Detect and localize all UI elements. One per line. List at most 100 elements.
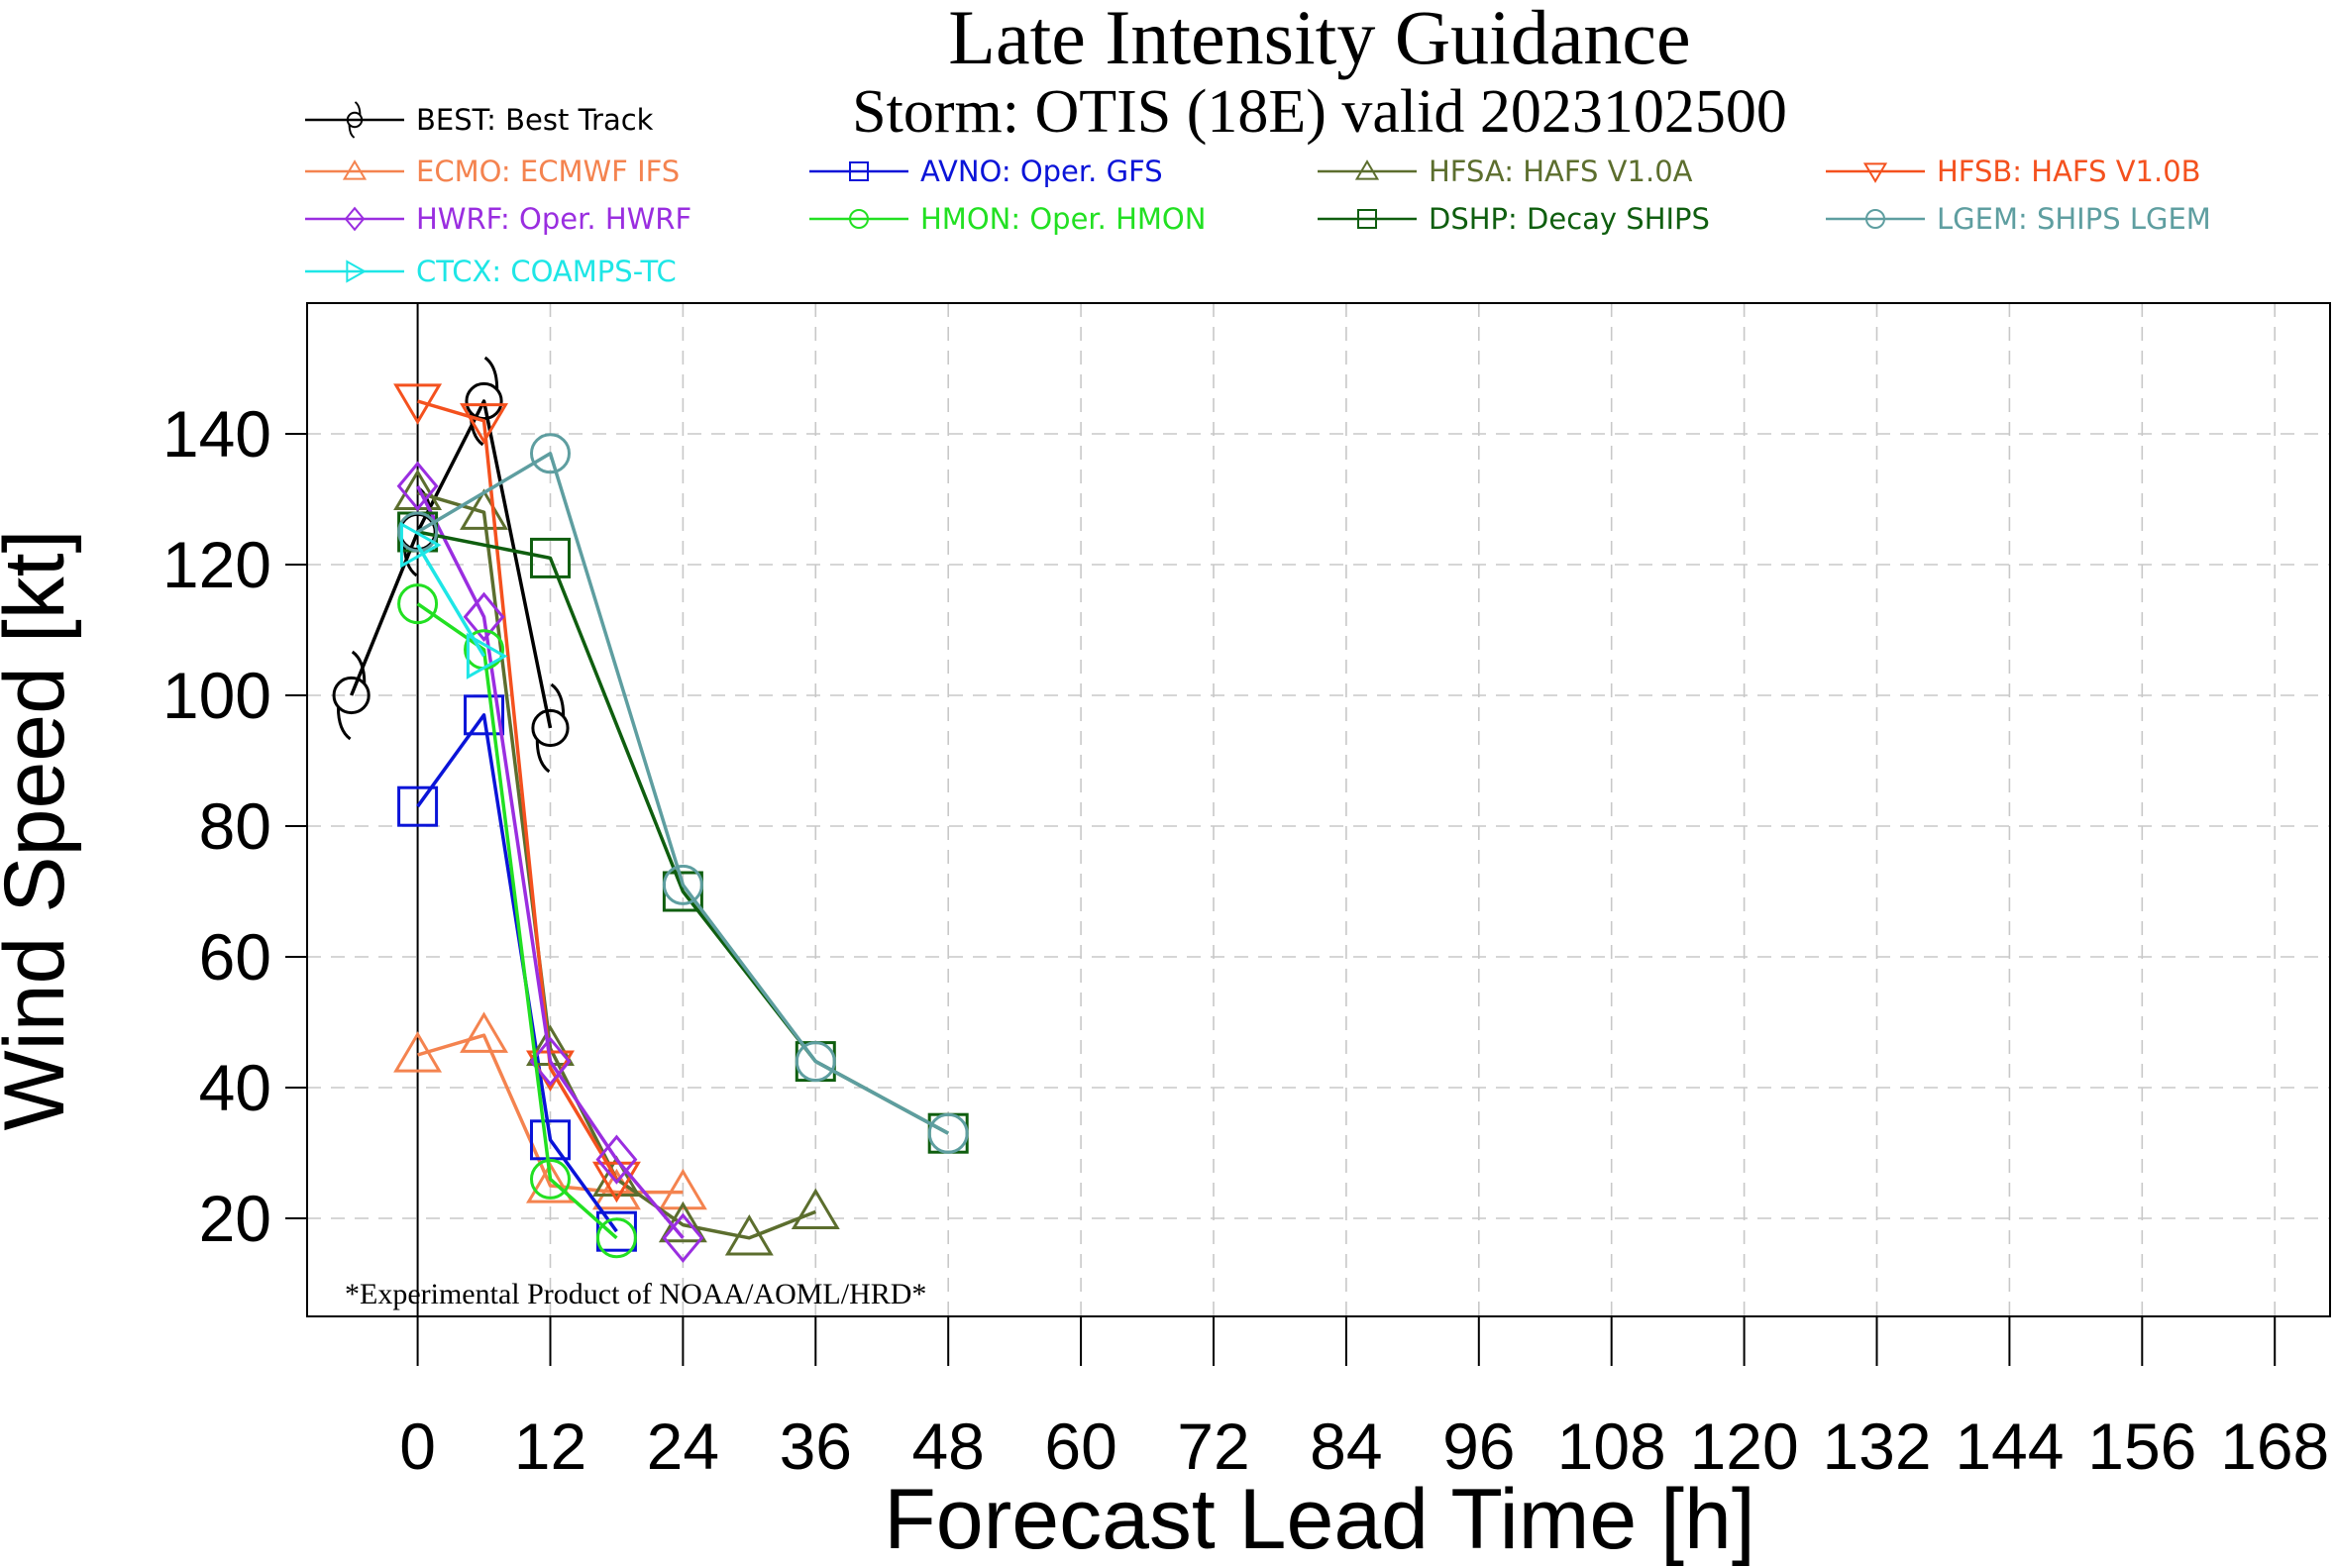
legend-label-ctcx: CTCX: COAMPS-TC	[416, 255, 677, 288]
chart-title: Late Intensity Guidance	[948, 0, 1690, 80]
hurricane-arm	[351, 650, 367, 683]
legend-item-avno: AVNO: Oper. GFS	[809, 155, 1163, 188]
series-line-ecmo	[417, 1033, 684, 1195]
data-point-lgem	[397, 511, 439, 553]
legend-label-dshp: DSHP: Decay SHIPS	[1429, 202, 1710, 236]
data-point-ecmo	[591, 1168, 641, 1210]
data-point-ecmo	[658, 1168, 707, 1210]
legend-label-ecmo: ECMO: ECMWF IFS	[416, 155, 680, 188]
hurricane-eye	[332, 676, 371, 715]
data-point-hfsb	[591, 1161, 641, 1203]
data-point-avno	[529, 1119, 571, 1161]
x-tick-label: 72	[1177, 1410, 1249, 1483]
data-point-hfsa	[724, 1213, 774, 1256]
data-point-lgem	[927, 1112, 969, 1154]
x-tick-label: 60	[1044, 1410, 1116, 1483]
y-axis: 20 40 60 80 100 120 140	[162, 397, 307, 1255]
x-tick-label: 168	[2220, 1410, 2329, 1483]
legend-item-hfsa: HFSA: HAFS V1.0A	[1318, 155, 1693, 188]
x-tick-label: 84	[1310, 1410, 1382, 1483]
legend-marker-best	[346, 101, 364, 139]
legend-item-hwrf: HWRF: Oper. HWRF	[305, 202, 691, 236]
series-line-best	[350, 399, 553, 729]
legend-item-best: BEST: Best Track	[305, 101, 654, 139]
y-tick-label: 80	[199, 789, 271, 863]
data-point-ecmo	[526, 1162, 575, 1203]
x-tick-label: 156	[2087, 1410, 2196, 1483]
y-axis-label: Wind Speed [kt]	[0, 529, 82, 1130]
y-tick-label: 60	[199, 920, 271, 993]
x-tick-label: 24	[647, 1410, 719, 1483]
data-point-hfsa	[791, 1188, 840, 1230]
y-tick-label: 100	[162, 659, 271, 732]
hurricane-arm	[354, 101, 362, 116]
series-line-hwrf	[416, 485, 685, 1239]
x-tick-label: 132	[1822, 1410, 1931, 1483]
series-ctcx	[399, 521, 508, 679]
data-point-lgem	[529, 433, 571, 474]
hurricane-arm	[336, 707, 352, 741]
legend-marker-hfsa	[1354, 159, 1380, 180]
data-point-lgem	[795, 1041, 836, 1083]
legend-item-dshp: DSHP: Decay SHIPS	[1318, 202, 1710, 236]
data-point-avno	[397, 785, 439, 827]
y-tick-label: 20	[199, 1182, 271, 1255]
legend-item-ecmo: ECMO: ECMWF IFS	[305, 155, 680, 188]
x-tick-label: 36	[780, 1410, 852, 1483]
hurricane-eye	[346, 111, 364, 129]
data-point-lgem	[662, 864, 703, 905]
chart-subtitle: Storm: OTIS (18E) valid 2023102500	[852, 78, 1787, 146]
x-axis: 0 12 24 36 48 60 72 84 96 108 120 132 144 156 168	[399, 1316, 2329, 1483]
legend-label-best: BEST: Best Track	[416, 103, 654, 137]
y-tick-label: 120	[162, 528, 271, 601]
legend-item-ctcx: CTCX: COAMPS-TC	[305, 255, 677, 288]
legend: BEST: Best Track ECMO: ECMWF IFS AVNO: Ope…	[305, 101, 2211, 288]
legend-marker-ctcx	[346, 260, 367, 283]
series-ecmo	[393, 1011, 707, 1210]
data-point-hmon	[529, 1158, 571, 1200]
legend-marker-avno	[849, 161, 869, 181]
data-point-hfsb	[460, 403, 509, 445]
x-tick-label: 0	[399, 1410, 436, 1483]
data-point-dshp	[529, 537, 571, 578]
legend-label-hfsb: HFSB: HAFS V1.0B	[1937, 155, 2201, 188]
hurricane-eye	[465, 381, 503, 421]
legend-label-hwrf: HWRF: Oper. HWRF	[416, 202, 691, 236]
legend-marker-hmon	[849, 209, 869, 229]
data-point-hmon	[397, 583, 439, 625]
plot-frame	[306, 302, 2331, 1317]
data-point-hwrf	[595, 1134, 638, 1185]
experimental-note: *Experimental Product of NOAA/AOML/HRD*	[345, 1278, 926, 1310]
data-point-hwrf	[463, 591, 505, 642]
hurricane-eye	[531, 708, 570, 748]
hurricane-arm	[550, 682, 566, 716]
legend-item-hmon: HMON: Oper. HMON	[809, 202, 1206, 236]
x-tick-label: 48	[911, 1410, 984, 1483]
data-point-hwrf	[396, 461, 439, 511]
x-tick-label: 108	[1557, 1410, 1666, 1483]
legend-marker-ecmo	[342, 159, 368, 180]
y-tick-label: 40	[199, 1051, 271, 1124]
series-line-hfsb	[417, 399, 618, 1181]
data-point-ctcx	[466, 632, 508, 679]
series-line-lgem	[416, 452, 950, 1135]
x-tick-label: 144	[1955, 1410, 2064, 1483]
legend-item-hfsb: HFSB: HAFS V1.0B	[1826, 155, 2201, 188]
data-point-hwrf	[662, 1212, 704, 1263]
x-axis-label: Forecast Lead Time [h]	[884, 1472, 1755, 1567]
data-point-hfsb	[393, 383, 443, 425]
legend-label-avno: AVNO: Oper. GFS	[920, 155, 1163, 188]
legend-item-lgem: LGEM: SHIPS LGEM	[1826, 202, 2211, 236]
data-point-ecmo	[393, 1031, 443, 1073]
series-lgem	[397, 433, 969, 1154]
legend-marker-dshp	[1357, 209, 1377, 229]
data-point-ecmo	[460, 1011, 509, 1053]
legend-label-hfsa: HFSA: HAFS V1.0A	[1429, 155, 1693, 188]
x-tick-label: 120	[1690, 1410, 1799, 1483]
data-point-hwrf	[529, 1036, 572, 1087]
series-line-hmon	[416, 602, 618, 1240]
series-hwrf	[396, 461, 704, 1263]
hurricane-arm	[483, 356, 499, 389]
data-point-ctcx	[399, 521, 442, 569]
